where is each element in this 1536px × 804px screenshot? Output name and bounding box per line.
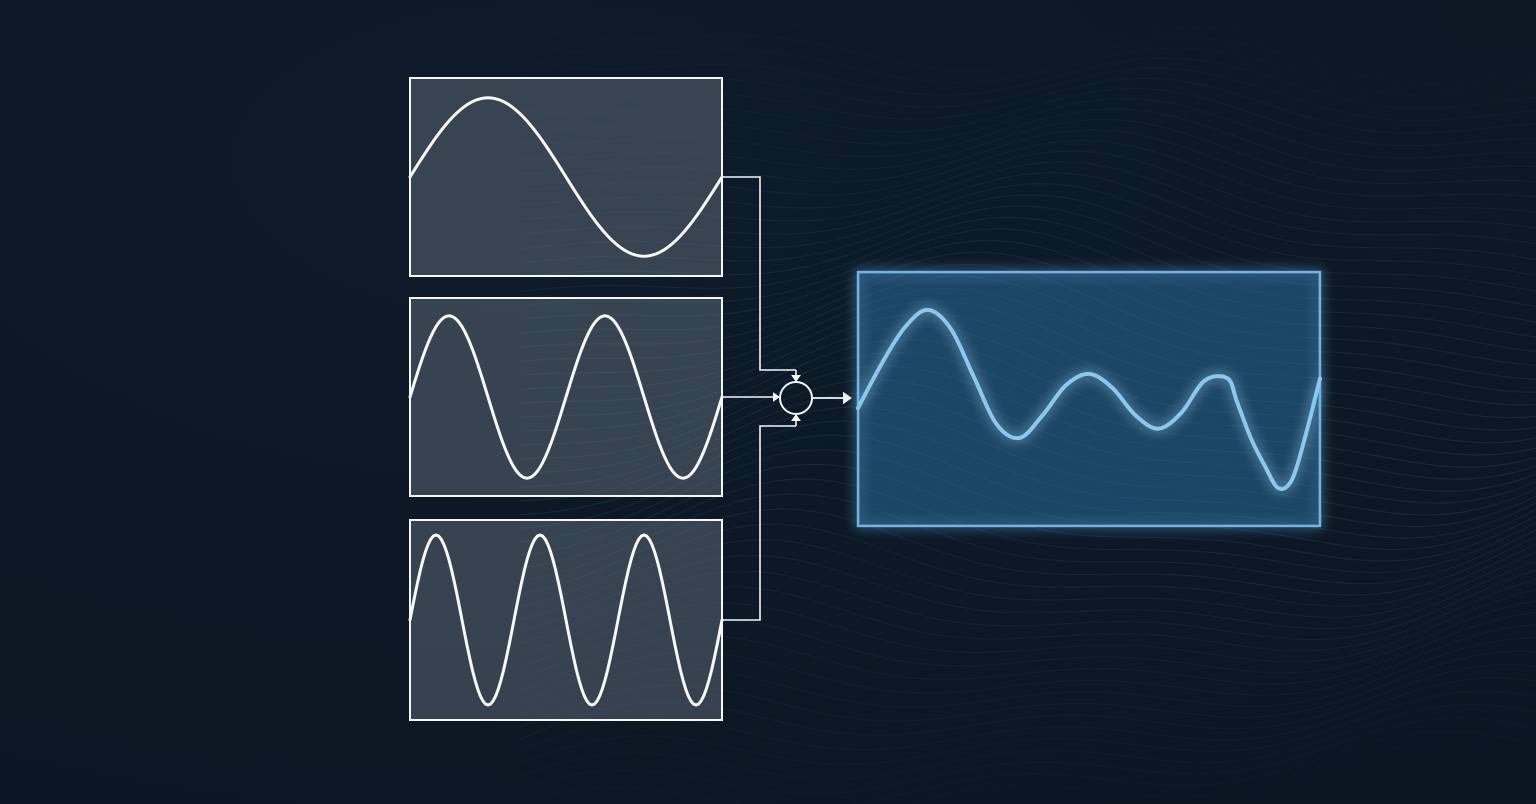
input-wave-2	[410, 298, 722, 496]
output-wave	[858, 272, 1320, 526]
diagram-stage	[0, 0, 1536, 804]
input-panels	[410, 78, 722, 720]
input-wave-1	[410, 78, 722, 276]
input-wave-3	[410, 520, 722, 720]
